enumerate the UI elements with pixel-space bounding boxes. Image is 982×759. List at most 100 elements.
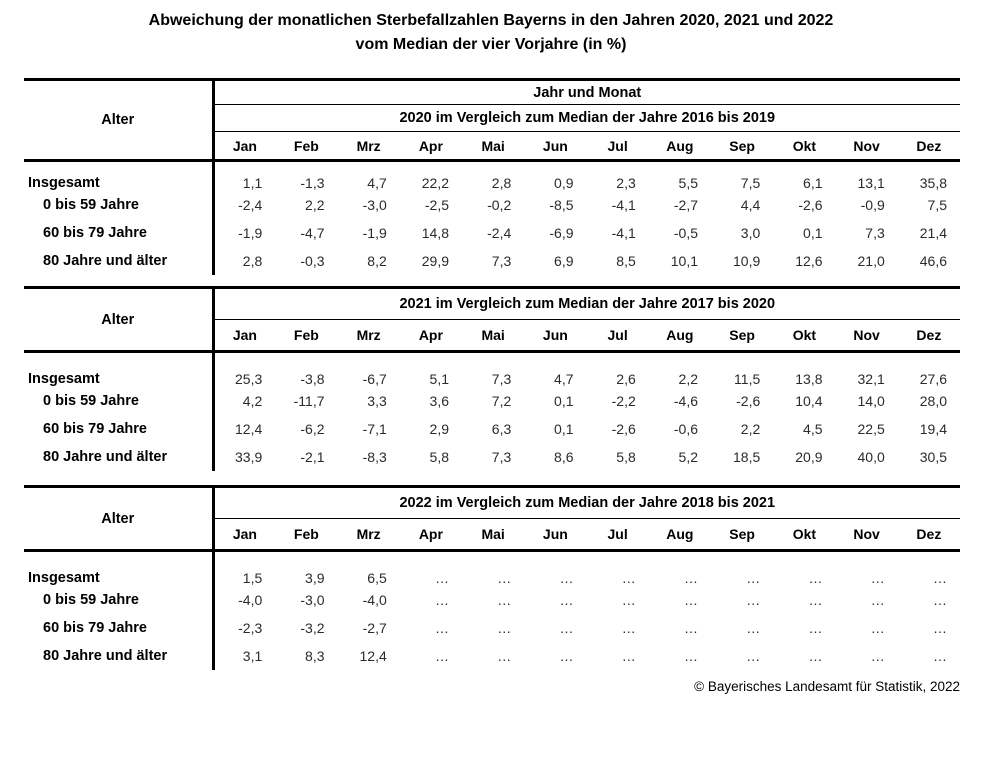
value-cell: 4,2: [242, 393, 263, 409]
table-row: 80 Jahre und älter 2,8 -0,3 8,2 29,9 7,3 6,9 8,…: [24, 247, 960, 275]
value-cell: 6,9: [554, 253, 574, 269]
age-group-label: Insgesamt: [24, 550, 215, 586]
value-cell: -8,3: [362, 449, 387, 465]
value-cell: …: [559, 570, 574, 586]
month-header: Apr: [399, 131, 462, 162]
month-header: Apr: [399, 319, 462, 353]
month-header: Sep: [711, 131, 774, 162]
jahr-und-monat-header: Jahr und Monat: [213, 79, 960, 105]
value-cell: -7,1: [362, 421, 387, 437]
value-cell: 7,3: [491, 449, 512, 465]
age-group-label: 0 bis 59 Jahre: [24, 586, 215, 614]
value-cell: -6,9: [549, 225, 574, 241]
value-cell: …: [808, 620, 823, 636]
month-header: Okt: [773, 319, 836, 353]
value-cell: 7,3: [491, 253, 512, 269]
value-cell: 21,4: [919, 225, 947, 241]
value-cell: -3,0: [362, 197, 387, 213]
value-cell: 21,0: [857, 253, 885, 269]
month-header: Aug: [648, 518, 711, 552]
alter-column-header: Alter: [24, 486, 215, 552]
year-comparison-header-2021: 2021 im Vergleich zum Median der Jahre 2…: [213, 287, 960, 320]
value-cell: …: [621, 620, 636, 636]
value-cell: 5,8: [429, 449, 449, 465]
month-header: Nov: [835, 518, 898, 552]
value-cell: 3,6: [429, 393, 449, 409]
value-cell: 3,3: [367, 393, 387, 409]
value-cell: -2,2: [611, 393, 636, 409]
value-cell: 7,3: [865, 225, 885, 241]
value-cell: 0,1: [803, 225, 823, 241]
age-group-label: Insgesamt: [24, 160, 215, 191]
value-cell: …: [933, 592, 947, 608]
table-row: 0 bis 59 Jahre -2,4 2,2 -3,0 -2,5 -0,2 -8,5 -4,…: [24, 191, 960, 219]
value-cell: 33,9: [235, 449, 263, 465]
value-cell: -2,6: [798, 197, 823, 213]
value-cell: 27,6: [919, 371, 947, 387]
age-group-label: 80 Jahre und älter: [24, 443, 215, 471]
value-cell: …: [497, 620, 512, 636]
value-cell: …: [870, 592, 885, 608]
value-cell: 11,5: [734, 371, 761, 387]
month-header: Sep: [711, 518, 774, 552]
value-cell: 3,1: [242, 648, 263, 664]
table-row: 0 bis 59 Jahre 4,2 -11,7 3,3 3,6 7,2 0,1 -2,2 -4…: [24, 387, 960, 415]
month-header: Nov: [835, 131, 898, 162]
value-cell: -2,6: [736, 393, 761, 409]
value-cell: …: [933, 570, 947, 586]
value-cell: 2,2: [305, 197, 325, 213]
value-cell: 7,5: [927, 197, 947, 213]
value-cell: 7,3: [491, 371, 512, 387]
value-cell: -3,2: [300, 620, 325, 636]
value-cell: 5,1: [429, 371, 449, 387]
year-comparison-row-2020: 2020 im Vergleich zum Median der Jahre 2…: [24, 104, 960, 132]
value-cell: …: [621, 648, 636, 664]
year-comparison-row-2021: Alter 2021 im Vergleich zum Median der J…: [24, 287, 960, 353]
month-header: Jun: [524, 131, 587, 162]
value-cell: 2,2: [740, 421, 761, 437]
value-cell: …: [684, 570, 698, 586]
value-cell: 13,1: [857, 175, 885, 191]
value-cell: -0,6: [673, 421, 698, 437]
value-cell: …: [870, 570, 885, 586]
month-header-row: Jan Feb Mrz Apr Mai Jun Jul Aug Sep Okt Nov Dez: [24, 131, 960, 162]
value-cell: 4,7: [554, 371, 574, 387]
month-header: Feb: [275, 131, 338, 162]
value-cell: …: [933, 648, 947, 664]
value-cell: …: [435, 570, 449, 586]
value-cell: -11,7: [293, 393, 325, 409]
month-header: Okt: [773, 518, 836, 552]
value-cell: …: [870, 648, 885, 664]
value-cell: 5,8: [616, 449, 636, 465]
month-header: Jan: [213, 131, 276, 162]
month-header: Aug: [648, 319, 711, 353]
month-header: Mrz: [337, 131, 400, 162]
value-cell: 14,0: [857, 393, 885, 409]
month-header: Sep: [711, 319, 774, 353]
table-row: Insgesamt 25,3 -3,8 -6,7 5,1 7,3 4,7 2,6 2,2 11,5…: [24, 351, 960, 387]
month-header: Feb: [275, 319, 338, 353]
month-header: Jun: [524, 518, 587, 552]
deviation-table-2022: Alter 2022 im Vergleich zum Median der J…: [24, 485, 960, 670]
value-cell: -0,5: [673, 225, 698, 241]
value-cell: 10,4: [795, 393, 823, 409]
month-header: Okt: [773, 131, 836, 162]
value-cell: 12,4: [235, 421, 263, 437]
value-cell: 3,9: [305, 570, 325, 586]
value-cell: -0,9: [860, 197, 885, 213]
table-row: Insgesamt 1,1 -1,3 4,7 22,2 2,8 0,9 2,3 5,5 7,5 6,…: [24, 160, 960, 191]
value-cell: 22,5: [857, 421, 885, 437]
value-cell: 2,3: [616, 175, 636, 191]
value-cell: -2,1: [300, 449, 325, 465]
month-header: Aug: [648, 131, 711, 162]
value-cell: -2,7: [673, 197, 698, 213]
value-cell: -2,7: [362, 620, 387, 636]
value-cell: 2,2: [678, 371, 698, 387]
value-cell: 12,6: [795, 253, 823, 269]
value-cell: 6,1: [803, 175, 823, 191]
month-header: Jan: [213, 319, 276, 353]
age-group-label: 0 bis 59 Jahre: [24, 191, 215, 219]
table-row: 80 Jahre und älter 33,9 -2,1 -8,3 5,8 7,3 8,6 5…: [24, 443, 960, 471]
table-row: 60 bis 79 Jahre 12,4 -6,2 -7,1 2,9 6,3 0,1 -2,6…: [24, 415, 960, 443]
value-cell: …: [684, 620, 698, 636]
